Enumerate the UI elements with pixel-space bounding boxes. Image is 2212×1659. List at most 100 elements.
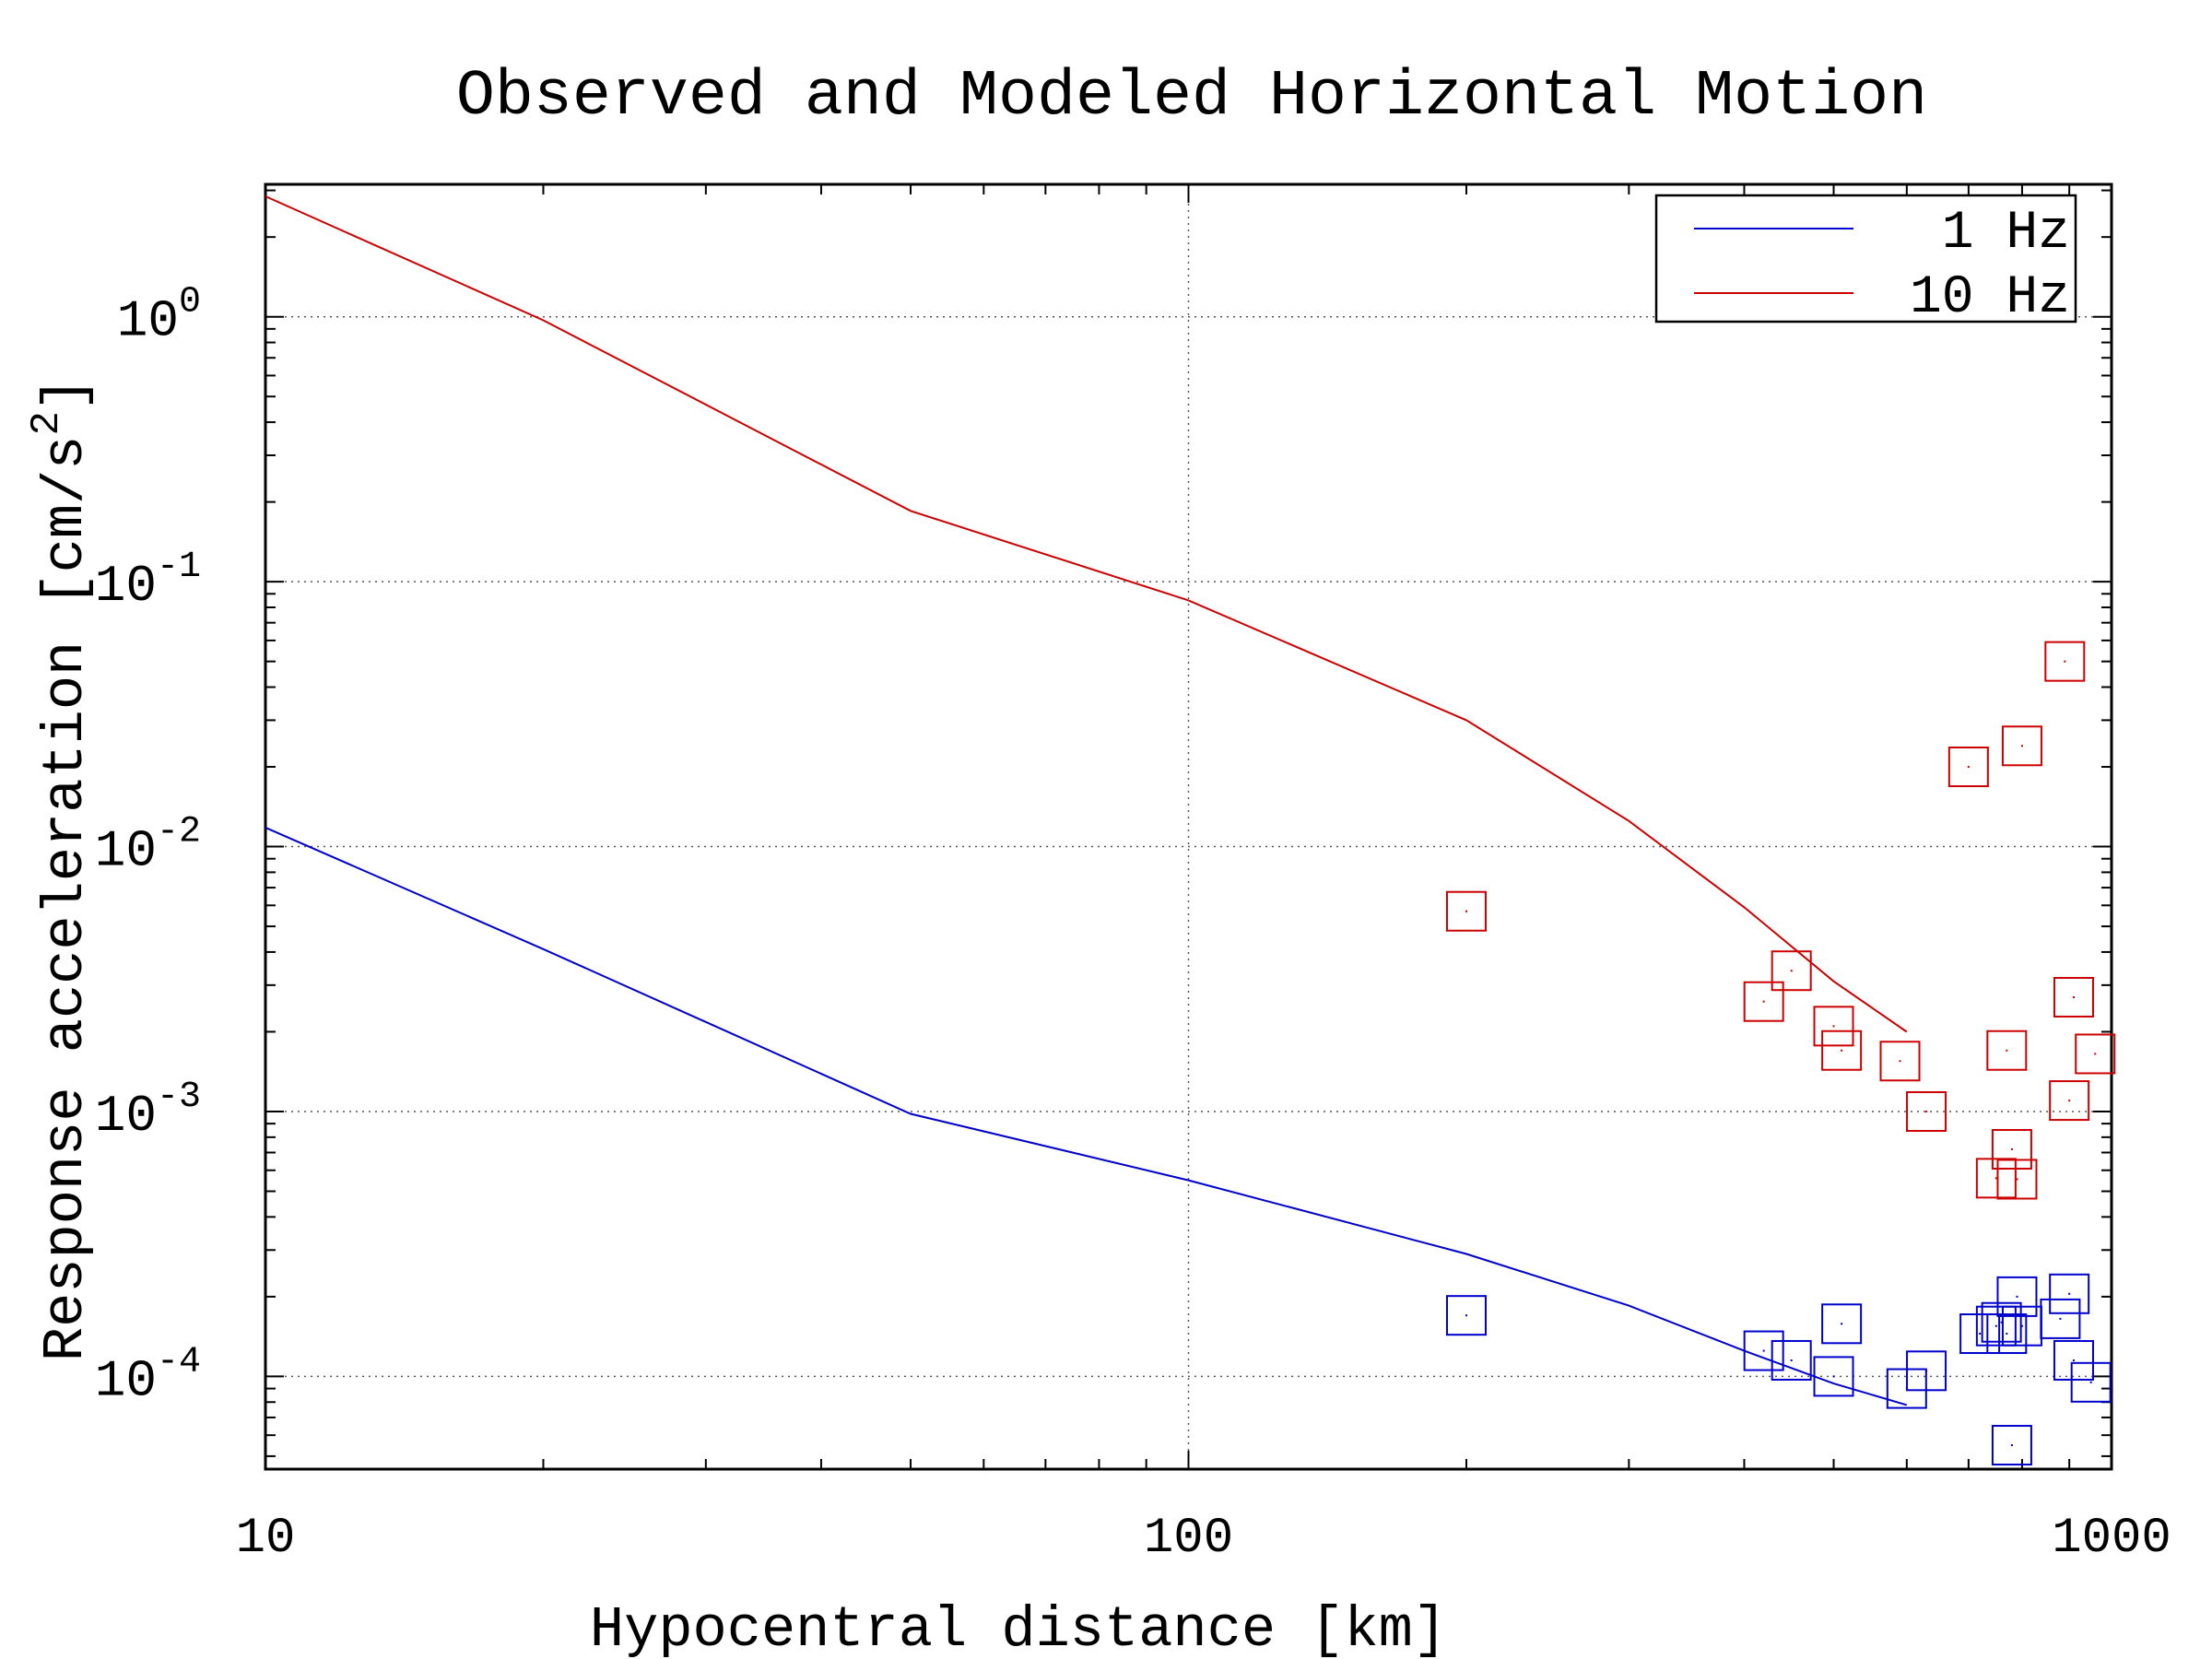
- data-point-10-hz: [1813, 1006, 1854, 1047]
- data-point-10-hz: [1986, 1030, 2028, 1071]
- y-tick-label: 10-2: [95, 812, 201, 881]
- data-point-center-10-hz: [2072, 995, 2075, 998]
- x-tick-label: 10: [236, 1511, 296, 1567]
- data-point-center-10-hz: [2006, 1049, 2008, 1052]
- data-point-10-hz: [2044, 641, 2086, 682]
- series-layer: [265, 195, 2116, 1466]
- data-point-1-hz: [1821, 1303, 1863, 1345]
- data-point-1-hz: [1981, 1301, 2022, 1343]
- data-point-center-1-hz: [2010, 1444, 2013, 1447]
- y-tick-label-base: 10: [95, 1351, 157, 1410]
- data-point-1-hz: [2049, 1273, 2090, 1314]
- data-point-1-hz: [2053, 1339, 2094, 1381]
- data-point-center-10-hz: [1925, 1110, 1928, 1112]
- data-point-center-10-hz: [2010, 1147, 2013, 1150]
- data-point-10-hz: [1879, 1041, 1921, 1082]
- data-point-center-1-hz: [2000, 1321, 2003, 1324]
- axis-ticks: [265, 184, 2112, 1469]
- data-point-center-1-hz: [2059, 1317, 2062, 1320]
- data-point-1-hz: [1959, 1313, 2001, 1355]
- data-point-10-hz: [2053, 976, 2094, 1018]
- data-point-1-hz: [1996, 1276, 2038, 1317]
- data-point-center-1-hz: [1832, 1375, 1835, 1378]
- data-point-center-10-hz: [1994, 1177, 1997, 1180]
- data-point-1-hz: [1445, 1295, 1487, 1336]
- data-point-center-10-hz: [1465, 910, 1467, 912]
- data-point-10-hz: [1991, 1128, 2032, 1170]
- data-point-center-10-hz: [1967, 766, 1970, 769]
- data-point-10-hz: [2001, 725, 2042, 767]
- data-point-center-1-hz: [1994, 1324, 1997, 1327]
- x-axis-label: Hypocentral distance [km]: [590, 1597, 1447, 1659]
- data-point-1-hz: [1986, 1313, 2028, 1355]
- data-point-1-hz: [1813, 1356, 1854, 1397]
- y-axis-label-end: ]: [33, 377, 99, 411]
- y-tick-label-base: 10: [95, 822, 157, 881]
- y-tick-label-base: 10: [95, 557, 157, 616]
- data-point-center-1-hz: [1762, 1349, 1765, 1352]
- y-tick-label-base: 10: [117, 292, 179, 351]
- data-point-1-hz: [1991, 1425, 2032, 1466]
- data-point-center-10-hz: [2064, 660, 2066, 663]
- y-axis-label-superscript: 2: [24, 411, 70, 435]
- data-point-10-hz: [1975, 1158, 2017, 1199]
- data-point-center-10-hz: [1899, 1060, 1901, 1063]
- data-point-center-10-hz: [1841, 1049, 1843, 1052]
- data-point-1-hz: [2040, 1298, 2081, 1339]
- data-point-center-1-hz: [2006, 1333, 2008, 1335]
- y-tick-label-exponent: 0: [179, 282, 201, 324]
- x-axis-tick-labels: 10 100 1000: [236, 1511, 2171, 1567]
- legend-box: [1654, 194, 2077, 324]
- data-point-center-10-hz: [2068, 1100, 2071, 1102]
- data-point-10-hz: [1445, 890, 1487, 932]
- data-point-center-1-hz: [2089, 1381, 2092, 1383]
- data-point-center-1-hz: [1925, 1370, 1928, 1372]
- data-point-10-hz: [1906, 1090, 1947, 1132]
- y-tick-label-exponent: -3: [157, 1077, 201, 1118]
- data-point-center-1-hz: [1790, 1359, 1793, 1361]
- legend-label-1-hz: 1 Hz: [1942, 204, 2070, 264]
- data-point-1-hz: [2070, 1361, 2112, 1403]
- y-tick-label: 10-1: [95, 547, 201, 616]
- data-point-center-10-hz: [1762, 1000, 1765, 1003]
- data-point-center-1-hz: [1841, 1323, 1843, 1325]
- data-point-1-hz: [1771, 1339, 1812, 1381]
- legend-label-10-hz: 10 Hz: [1910, 268, 2070, 328]
- data-point-10-hz: [1821, 1030, 1863, 1071]
- data-point-center-1-hz: [1465, 1314, 1467, 1317]
- data-point-center-10-hz: [2094, 1053, 2097, 1055]
- y-tick-label-base: 10: [95, 1087, 157, 1146]
- y-tick-label: 100: [117, 282, 201, 351]
- y-tick-label: 10-3: [95, 1077, 201, 1146]
- data-point-10-hz: [1771, 950, 1812, 992]
- data-point-center-1-hz: [2016, 1295, 2018, 1298]
- grid: [265, 184, 2112, 1469]
- data-point-center-1-hz: [2020, 1324, 2023, 1327]
- chart-title: Observed and Modeled Horizontal Motion: [456, 61, 1927, 134]
- y-tick-label-exponent: -4: [157, 1341, 201, 1382]
- x-tick-label: 1000: [2052, 1511, 2171, 1567]
- x-tick-label: 100: [1144, 1511, 1233, 1567]
- data-point-1-hz: [1906, 1350, 1947, 1392]
- data-point-center-10-hz: [1832, 1025, 1835, 1028]
- data-point-1-hz: [1975, 1305, 2017, 1347]
- series-line-10-hz: [265, 195, 1908, 1033]
- data-point-center-10-hz: [1790, 970, 1793, 972]
- data-point-center-1-hz: [1979, 1333, 1982, 1335]
- data-point-center-1-hz: [2072, 1359, 2075, 1361]
- data-point-center-1-hz: [2068, 1292, 2071, 1295]
- data-point-10-hz: [1947, 747, 1989, 788]
- data-point-center-10-hz: [2016, 1178, 2018, 1181]
- data-point-center-10-hz: [2020, 745, 2023, 747]
- y-axis-label-main: Response acceleration [cm/s: [33, 436, 99, 1362]
- data-point-10-hz: [1996, 1159, 2038, 1200]
- series-line-1-hz: [265, 826, 1908, 1406]
- y-axis-label: Response acceleration [cm/s2]: [24, 377, 99, 1361]
- y-tick-label-exponent: -1: [157, 547, 201, 588]
- data-point-10-hz: [1743, 981, 1784, 1022]
- data-point-10-hz: [2075, 1033, 2116, 1075]
- y-tick-label-exponent: -2: [157, 812, 201, 853]
